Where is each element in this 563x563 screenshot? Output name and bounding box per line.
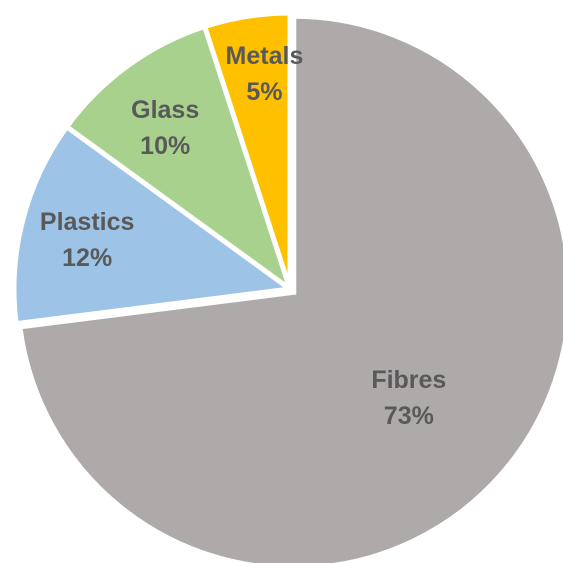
slice-percent-label: 12% [62,244,112,272]
slice-category-label: Fibres [371,366,446,394]
pie-labels: Fibres 73% Plastics 12% Glass 10% Metals 5% [40,42,446,430]
slice-category-label: Glass [131,96,199,124]
pie-slice-glass [63,23,295,296]
slice-label-glass: Glass 10% [131,96,199,160]
pie-slices [11,10,563,563]
slice-percent-label: 5% [246,78,282,106]
pie-slice-fibres [17,13,563,563]
slice-percent-label: 10% [140,132,190,160]
pie-slice-metals [201,10,293,290]
slice-category-label: Metals [226,42,304,70]
pie-slice-plastics [11,123,297,327]
slice-percent-label: 73% [384,402,434,430]
slice-category-label: Plastics [40,208,135,236]
slice-label-metals: Metals 5% [226,42,304,106]
slice-label-plastics: Plastics 12% [40,208,135,272]
slice-label-fibres: Fibres 73% [371,366,446,430]
